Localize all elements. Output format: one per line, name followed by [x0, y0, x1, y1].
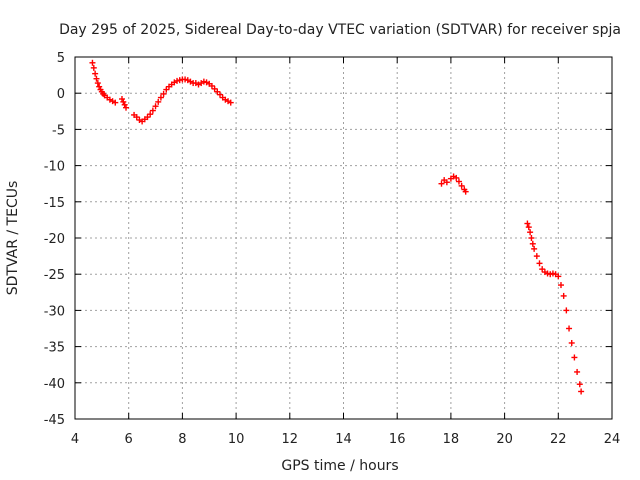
data-point — [155, 98, 162, 105]
data-point — [527, 229, 534, 236]
data-point — [536, 260, 543, 267]
data-point — [89, 59, 96, 66]
data-point — [529, 240, 536, 247]
data-point — [112, 99, 119, 106]
data-point — [227, 99, 234, 106]
y-tick-labels: 5 0 -5 -10 -15 -20 -25 -30 -35 -40 -45 — [44, 51, 65, 428]
data-point — [438, 180, 445, 187]
y-tick-label: -40 — [44, 377, 65, 392]
data-point — [157, 94, 164, 101]
x-tick-label: 12 — [282, 432, 299, 447]
y-tick-label: -35 — [44, 341, 65, 356]
data-point — [557, 282, 564, 289]
x-axis-label: GPS time / hours — [281, 458, 398, 474]
x-tick-label: 14 — [335, 432, 352, 447]
data-point — [90, 64, 97, 71]
data-point — [525, 224, 532, 231]
y-tick-label: -10 — [44, 160, 65, 175]
y-tick-label: -5 — [52, 123, 65, 138]
x-tick-label: 6 — [125, 432, 133, 447]
data-point — [563, 307, 570, 314]
grid-lines — [75, 57, 612, 419]
y-tick-label: 5 — [57, 51, 65, 66]
data-point — [576, 381, 583, 388]
data-point — [455, 178, 462, 185]
data-point — [160, 90, 167, 97]
data-point — [94, 80, 101, 87]
data-point — [118, 95, 125, 102]
x-tick-label: 22 — [550, 432, 567, 447]
x-tick-label: 10 — [228, 432, 245, 447]
data-point — [121, 101, 128, 108]
y-tick-label: -15 — [44, 196, 65, 211]
x-tick-label: 20 — [496, 432, 513, 447]
x-tick-label: 16 — [389, 432, 406, 447]
data-point — [555, 273, 562, 280]
data-point — [560, 292, 567, 299]
data-point — [528, 235, 535, 241]
data-points — [89, 59, 585, 395]
y-tick-label: -20 — [44, 232, 65, 247]
x-tick-labels: 4 6 8 10 12 14 16 18 20 22 24 — [71, 432, 620, 447]
data-point — [531, 245, 538, 252]
x-tick-label: 24 — [604, 432, 621, 447]
data-point — [123, 104, 130, 111]
y-axis-label: SDTVAR / TECUs — [5, 181, 21, 296]
data-point — [93, 75, 100, 82]
data-point — [453, 174, 460, 181]
data-point — [574, 368, 581, 375]
data-point — [458, 182, 465, 189]
y-tick-label: -30 — [44, 304, 65, 319]
data-point — [566, 325, 573, 332]
data-point — [120, 98, 127, 105]
data-point — [443, 179, 450, 186]
data-point — [533, 253, 540, 260]
data-point — [152, 103, 159, 110]
x-tick-label: 4 — [71, 432, 79, 447]
chart-title: Day 295 of 2025, Sidereal Day-to-day VTE… — [59, 22, 621, 38]
plot-frame — [74, 56, 613, 420]
data-point — [149, 107, 156, 114]
data-point — [578, 388, 585, 395]
data-point — [524, 220, 531, 227]
data-point — [571, 354, 578, 361]
data-point — [568, 339, 575, 346]
data-point — [462, 188, 469, 195]
data-point — [92, 70, 99, 77]
y-tick-label: 0 — [57, 87, 65, 102]
data-point — [147, 111, 154, 118]
x-tick-label: 18 — [443, 432, 460, 447]
y-tick-label: -25 — [44, 268, 65, 283]
x-tick-label: 8 — [178, 432, 186, 447]
y-tick-label: -45 — [44, 413, 65, 428]
axis-ticks — [74, 56, 613, 420]
